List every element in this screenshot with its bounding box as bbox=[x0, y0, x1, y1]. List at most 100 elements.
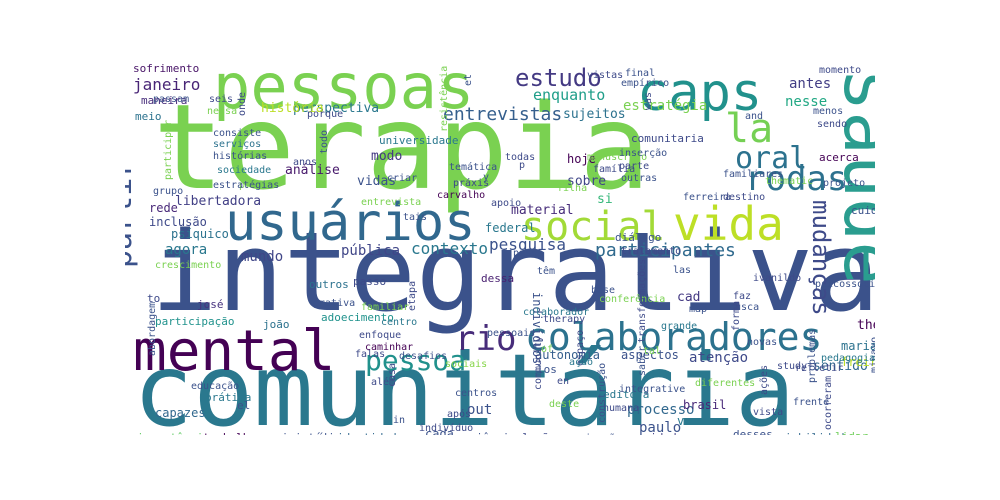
word-cad: cad bbox=[677, 290, 700, 305]
word-pessoais: pessoais bbox=[487, 328, 535, 339]
word-therapy: therapy bbox=[543, 314, 585, 325]
word-freire: freire bbox=[841, 355, 875, 369]
word-anos: anos bbox=[293, 157, 317, 168]
word-hoje: hoje bbox=[567, 152, 596, 166]
word-atencao: atenção bbox=[689, 350, 748, 366]
word-espaco: espaço bbox=[575, 330, 586, 366]
word-sendo: sendo bbox=[817, 119, 847, 130]
word-the: the bbox=[857, 318, 875, 333]
word-meio: meio bbox=[135, 110, 162, 123]
word-maneira: maneira bbox=[141, 94, 187, 107]
word-alem: além bbox=[371, 376, 395, 388]
word-universidade: universidade bbox=[379, 134, 458, 147]
word-capazes: capazes bbox=[155, 406, 206, 420]
word-in: in bbox=[393, 415, 405, 426]
word-rede: rede bbox=[149, 201, 178, 215]
word-individuos: indivíduos bbox=[530, 292, 544, 364]
word-comunidade: comunidade bbox=[617, 431, 683, 435]
word-and: and bbox=[745, 111, 763, 122]
word-community: community bbox=[533, 336, 544, 390]
word-criar: criar bbox=[387, 173, 417, 184]
word-participar: participar bbox=[163, 120, 174, 180]
word-grativa: grativa bbox=[313, 298, 355, 309]
word-familiar: familiar bbox=[361, 302, 409, 313]
word-pesquisa: pesquisa bbox=[489, 235, 566, 254]
word-enquanto: enquanto bbox=[533, 86, 605, 104]
word-onde: onde bbox=[237, 92, 248, 116]
word-pra: pra bbox=[239, 180, 257, 191]
word-study: study bbox=[777, 361, 807, 372]
word-novas: novas bbox=[747, 337, 777, 348]
word-perspectiva: perspectiva bbox=[293, 101, 379, 116]
word-en: en bbox=[557, 376, 569, 387]
word-base: base bbox=[591, 285, 615, 296]
word-casa: casa bbox=[387, 363, 398, 387]
word-pessoas: pessoas bbox=[213, 60, 474, 123]
word-ocorreram: ocorreram bbox=[823, 376, 834, 430]
word-participacao: participação bbox=[155, 315, 234, 328]
word-desafios: desafios bbox=[399, 351, 447, 362]
word-mental: mental bbox=[133, 319, 335, 384]
word-nessa: nessa bbox=[207, 106, 237, 117]
word-vez: vez bbox=[677, 414, 699, 428]
word-centro: centro bbox=[381, 317, 417, 328]
word-tem: têm bbox=[537, 265, 555, 277]
word-desses: desses bbox=[733, 428, 773, 435]
word-passam: passam bbox=[153, 94, 189, 105]
word-agora: agora bbox=[165, 242, 207, 258]
word-seis: seis bbox=[209, 94, 233, 105]
word-vistas: vistas bbox=[587, 70, 623, 81]
word-momento: momento bbox=[819, 65, 861, 76]
word-transformacoes: transformações bbox=[637, 259, 648, 343]
word-pedagogia: pedagogia bbox=[821, 353, 875, 364]
word-adoecimento: adoecimento bbox=[321, 311, 394, 324]
word-deste: deste bbox=[549, 399, 579, 410]
word-passo: passo bbox=[353, 275, 386, 288]
word-libertadora: libertadora bbox=[175, 194, 261, 209]
word-estudo: estudo bbox=[515, 64, 602, 92]
word-ministerio: ministério bbox=[275, 431, 341, 435]
word-publica: pública bbox=[341, 243, 400, 259]
word-brasil: brasil bbox=[683, 398, 726, 412]
word-jose: josé bbox=[197, 298, 224, 311]
word-to: to bbox=[147, 292, 160, 305]
word-tematica: temática bbox=[449, 161, 497, 173]
word-apos: após bbox=[447, 408, 471, 420]
word-pessoa: pessoa bbox=[365, 344, 466, 377]
word-vida: vida bbox=[673, 197, 784, 251]
word-acerca: acerca bbox=[819, 151, 859, 164]
word-antes: antes bbox=[789, 76, 831, 92]
word-caminhar: caminhar bbox=[365, 342, 413, 353]
word-map: map bbox=[689, 304, 707, 315]
word-individuo: indivíduo bbox=[419, 422, 473, 434]
word-diferentes: diferentes bbox=[695, 378, 755, 389]
word-comunicacao: comunicação bbox=[555, 433, 621, 435]
word-y: y bbox=[483, 172, 489, 183]
word-frente: frente bbox=[793, 397, 829, 408]
word-forma: forma bbox=[731, 301, 742, 331]
word-projeto: projeto bbox=[823, 178, 865, 189]
word-abordagem: abordagem bbox=[147, 302, 158, 356]
word-entrevista: entrevista bbox=[361, 197, 421, 208]
word-tal: tal bbox=[643, 346, 661, 357]
word-faz: faz bbox=[733, 291, 751, 302]
word-analise: análise bbox=[285, 163, 340, 178]
word-aspectos: aspectos bbox=[621, 348, 679, 362]
word-processo: processo bbox=[627, 402, 694, 418]
word-janeiro: janeiro bbox=[133, 75, 200, 94]
word-sociabilidade: sociabilidade bbox=[765, 431, 851, 435]
word-familia: família bbox=[593, 163, 635, 175]
word-participantes: participantes bbox=[595, 240, 736, 261]
word-mundo: mundo bbox=[241, 249, 283, 265]
word-carvalho: carvalho bbox=[437, 190, 485, 201]
word-el: el bbox=[237, 399, 250, 412]
word-grande: grande bbox=[661, 321, 697, 332]
word-mudancas: mudanças bbox=[807, 200, 835, 316]
word-enfoque: enfoque bbox=[359, 330, 401, 341]
word-identidade: identidade bbox=[337, 431, 403, 435]
word-ivanildo: ivanildo bbox=[753, 273, 801, 284]
word-todas: todas bbox=[505, 152, 535, 163]
word-experiencias: experiências bbox=[443, 431, 522, 435]
word-of: of bbox=[541, 344, 553, 355]
word-estrategia: estratégia bbox=[623, 98, 707, 114]
